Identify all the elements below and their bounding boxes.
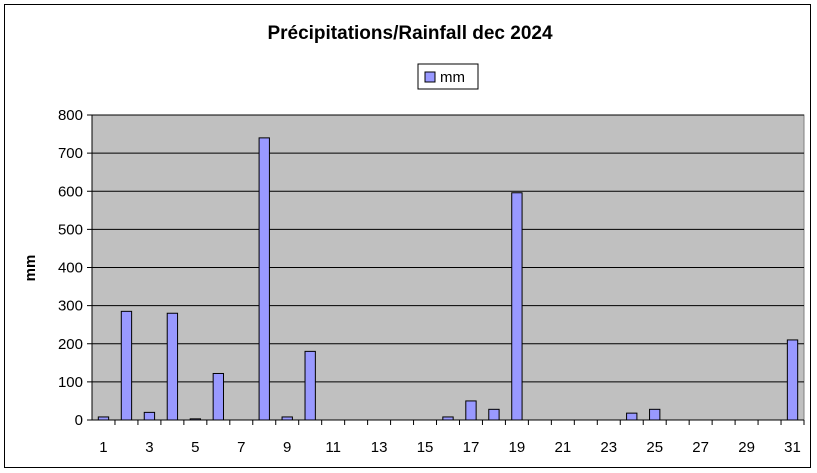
bar-day-25: [649, 408, 661, 421]
x-tick-label: 17: [463, 439, 480, 456]
bar-day-2: [120, 310, 133, 421]
bar-day-17: [465, 400, 477, 421]
y-axis-label: mm: [22, 255, 39, 282]
x-tick-label: 25: [646, 439, 663, 456]
bar-day-6: [212, 372, 224, 421]
x-tick-label: 9: [283, 439, 291, 456]
x-tick-label: 31: [784, 439, 801, 456]
y-tick-label: 500: [58, 221, 83, 238]
x-tick-label: 7: [237, 439, 245, 456]
legend-swatch: [424, 71, 436, 83]
x-tick-label: 19: [509, 439, 526, 456]
y-tick-label: 700: [58, 145, 83, 162]
y-tick-label: 600: [58, 183, 83, 200]
x-tick-label: 27: [692, 439, 709, 456]
bar-day-31: [786, 339, 799, 421]
bar-day-3: [143, 411, 156, 421]
bar-day-9: [281, 416, 293, 421]
bar-day-5: [189, 418, 202, 421]
y-tick-label: 200: [58, 336, 83, 353]
chart-frame: Précipitations/Rainfall dec 2024 mm mm 0…: [4, 4, 811, 468]
x-tick-label: 5: [191, 439, 199, 456]
bar-day-18: [488, 408, 500, 421]
y-tick-label: 0: [75, 412, 83, 429]
y-tick-label: 100: [58, 374, 83, 391]
bar-day-19: [511, 192, 523, 421]
bar-day-16: [442, 416, 454, 421]
y-tick-label: 400: [58, 260, 83, 277]
x-tick-label: 23: [600, 439, 617, 456]
legend: mm: [417, 63, 479, 90]
x-tick-label: 13: [371, 439, 388, 456]
y-tick-label: 300: [58, 298, 83, 315]
bar-day-8: [258, 137, 270, 421]
x-tick-label: 21: [554, 439, 571, 456]
x-tick-label: 3: [145, 439, 153, 456]
x-tick-label: 1: [99, 439, 107, 456]
rainfall-bar-chart: Précipitations/Rainfall dec 2024 mm mm 0…: [22, 23, 805, 456]
x-tick-label: 11: [325, 439, 341, 456]
bar-day-24: [626, 412, 638, 421]
y-tick-label: 800: [58, 107, 83, 124]
bar-day-10: [304, 350, 316, 421]
bar-day-4: [166, 312, 179, 421]
legend-label: mm: [440, 69, 465, 86]
chart-title: Précipitations/Rainfall dec 2024: [267, 23, 553, 44]
x-tick-label: 15: [417, 439, 434, 456]
bar-day-1: [97, 416, 110, 421]
x-tick-label: 29: [738, 439, 755, 456]
